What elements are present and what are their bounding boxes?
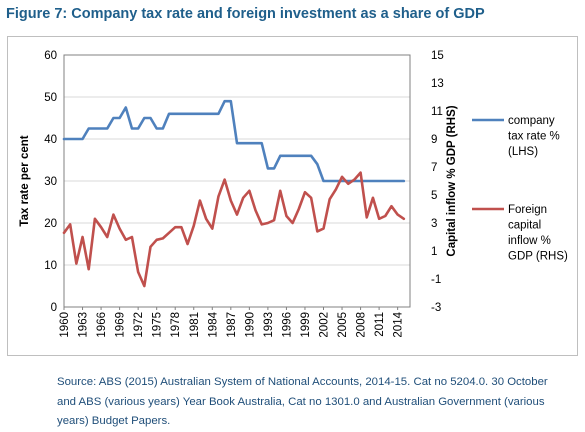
y2-tick-label: -3 <box>431 302 441 314</box>
x-tick-label: 1972 <box>133 312 145 338</box>
y2-tick-label: 9 <box>431 134 437 146</box>
y2-tick-label: -1 <box>431 274 441 286</box>
x-tick-label: 1990 <box>244 312 256 338</box>
x-tick-label: 2014 <box>393 311 405 337</box>
y2-tick-label: 15 <box>431 50 444 62</box>
y-tick-label: 20 <box>44 218 57 230</box>
x-tick-label: 2002 <box>319 312 331 338</box>
left-axis-ticks: 0 10 20 30 40 50 60 <box>44 50 57 314</box>
tax-rate-line <box>62 99 406 183</box>
plot-area <box>63 54 411 308</box>
y2-tick-label: 5 <box>431 190 437 202</box>
y2-tick-label: 7 <box>431 162 437 174</box>
y-tick-label: 0 <box>51 302 57 314</box>
series-lines <box>62 99 406 288</box>
x-axis-ticks: 1960 1963 1966 1969 1972 1975 1978 1981 1984 1987… <box>59 307 405 338</box>
y2-tick-label: 3 <box>431 218 437 230</box>
y-tick-label: 10 <box>44 260 57 272</box>
x-tick-label: 1969 <box>115 312 127 338</box>
y2-tick-label: 13 <box>431 78 444 90</box>
legend: company tax rate % (LHS) Foreign capital infl… <box>472 115 568 263</box>
y-tick-label: 30 <box>44 176 57 188</box>
x-tick-label: 1978 <box>170 312 182 338</box>
right-axis-label: Capital inflow % GDP (RHS) <box>446 105 458 256</box>
x-tick-label: 1963 <box>78 312 90 338</box>
x-tick-label: 1960 <box>59 312 71 338</box>
x-tick-label: 1993 <box>263 312 275 338</box>
y2-tick-label: 11 <box>431 106 443 118</box>
x-tick-label: 2005 <box>337 312 349 338</box>
x-tick-label: 2008 <box>356 312 368 338</box>
figure-title: Figure 7: Company tax rate and foreign i… <box>6 6 485 22</box>
legend-label: Foreign capital inflow % GDP (RHS) <box>508 204 568 263</box>
x-tick-label: 1966 <box>96 312 108 338</box>
y-tick-label: 40 <box>44 134 57 146</box>
x-tick-label: 1981 <box>189 312 201 338</box>
y2-tick-label: 1 <box>431 246 437 258</box>
y-tick-label: 60 <box>44 50 57 62</box>
legend-label: company tax rate % (LHS) <box>508 115 560 158</box>
x-tick-label: 1987 <box>226 312 238 338</box>
x-tick-label: 1975 <box>152 312 164 338</box>
capital-inflow-line <box>62 171 406 288</box>
source-note: Source: ABS (2015) Australian System of … <box>57 376 548 427</box>
x-tick-label: 1996 <box>281 312 293 338</box>
x-tick-label: 1984 <box>207 311 219 337</box>
x-tick-label: 1999 <box>300 312 312 338</box>
left-axis-label: Tax rate per cent <box>19 135 31 226</box>
chart-frame <box>7 36 578 356</box>
x-tick-label: 2011 <box>374 312 386 337</box>
y-tick-label: 50 <box>44 92 57 104</box>
